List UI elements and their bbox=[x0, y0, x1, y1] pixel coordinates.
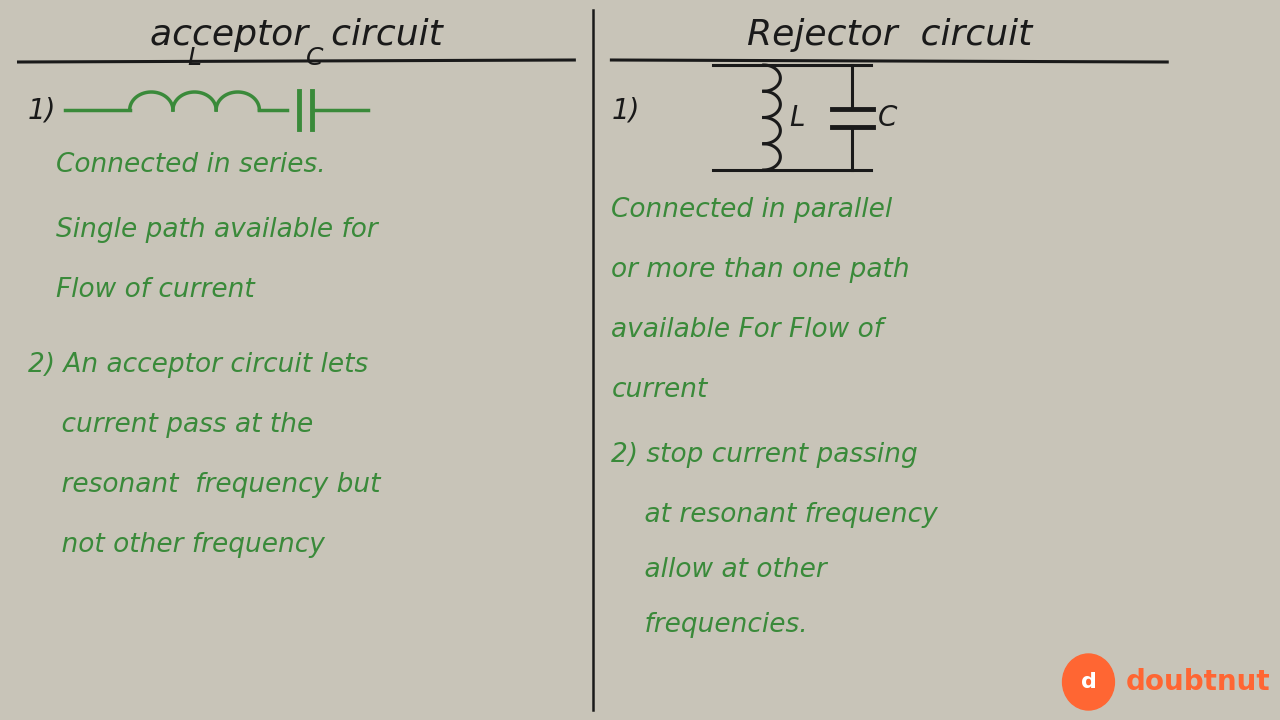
Text: resonant  frequency but: resonant frequency but bbox=[28, 472, 380, 498]
Text: available For Flow of: available For Flow of bbox=[612, 317, 883, 343]
Text: current pass at the: current pass at the bbox=[28, 412, 314, 438]
Text: 1): 1) bbox=[28, 96, 56, 124]
Text: current: current bbox=[612, 377, 708, 403]
Text: Connected in parallel: Connected in parallel bbox=[612, 197, 892, 223]
Text: Flow of current: Flow of current bbox=[55, 277, 255, 303]
Text: 1): 1) bbox=[612, 96, 640, 124]
Text: d: d bbox=[1080, 672, 1097, 692]
Circle shape bbox=[1062, 654, 1115, 710]
Text: C: C bbox=[878, 104, 897, 132]
Text: allow at other: allow at other bbox=[612, 557, 827, 583]
Text: or more than one path: or more than one path bbox=[612, 257, 910, 283]
Text: not other frequency: not other frequency bbox=[28, 532, 325, 558]
Text: L: L bbox=[188, 46, 201, 70]
Text: L: L bbox=[790, 104, 805, 132]
Text: 2) stop current passing: 2) stop current passing bbox=[612, 442, 918, 468]
Text: at resonant frequency: at resonant frequency bbox=[612, 502, 938, 528]
Text: 2) An acceptor circuit lets: 2) An acceptor circuit lets bbox=[28, 352, 369, 378]
Text: C: C bbox=[306, 46, 324, 70]
Text: doubtnut: doubtnut bbox=[1125, 668, 1270, 696]
Text: Single path available for: Single path available for bbox=[55, 217, 378, 243]
Text: acceptor  circuit: acceptor circuit bbox=[150, 18, 443, 52]
Text: Connected in series.: Connected in series. bbox=[55, 152, 325, 178]
Text: Rejector  circuit: Rejector circuit bbox=[746, 18, 1032, 52]
Text: frequencies.: frequencies. bbox=[612, 612, 808, 638]
